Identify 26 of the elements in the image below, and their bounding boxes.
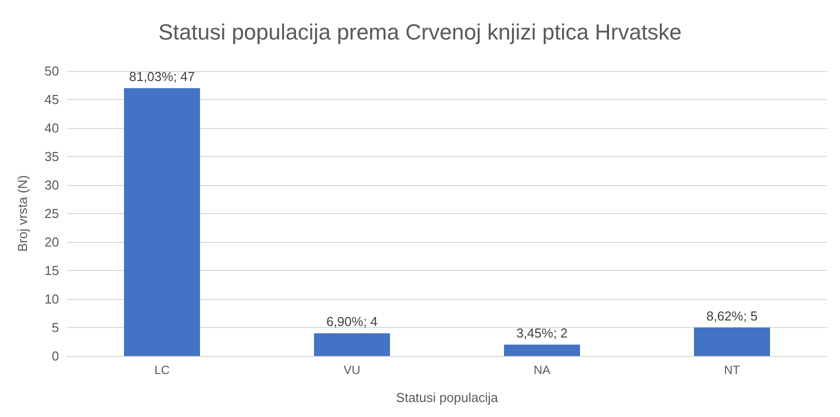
y-axis-title: Broj vrsta (N): [15, 175, 30, 252]
bar: [694, 328, 770, 356]
bar: [314, 333, 390, 356]
data-label: 81,03%; 47: [129, 69, 195, 84]
bar: [124, 88, 200, 356]
bar: [504, 344, 580, 356]
x-tick-label: NT: [724, 363, 741, 377]
chart-title: Statusi populacija prema Crvenoj knjizi ptica Hrvatske: [158, 20, 682, 44]
y-tick-label: 45: [44, 92, 59, 107]
x-axis-title: Statusi populacija: [396, 390, 499, 405]
y-tick-label: 20: [44, 234, 59, 250]
y-tick-label: 25: [44, 206, 59, 221]
y-tick-label: 40: [44, 120, 59, 136]
data-label: 6,90%; 4: [326, 314, 378, 330]
y-tick-label: 15: [44, 263, 59, 278]
y-tick-label: 35: [44, 149, 59, 164]
x-tick-label: NA: [534, 363, 550, 377]
x-tick-label: VU: [344, 363, 360, 377]
y-tick-label: 50: [44, 64, 59, 78]
y-tick-label: 0: [52, 348, 59, 364]
data-label: 8,62%; 5: [706, 308, 758, 324]
y-tick-label: 10: [44, 292, 59, 306]
y-tick-label: 30: [44, 178, 59, 192]
data-label: 3,45%; 2: [516, 326, 568, 341]
x-tick-label: LC: [154, 363, 170, 377]
y-tick-label: 5: [52, 320, 59, 335]
